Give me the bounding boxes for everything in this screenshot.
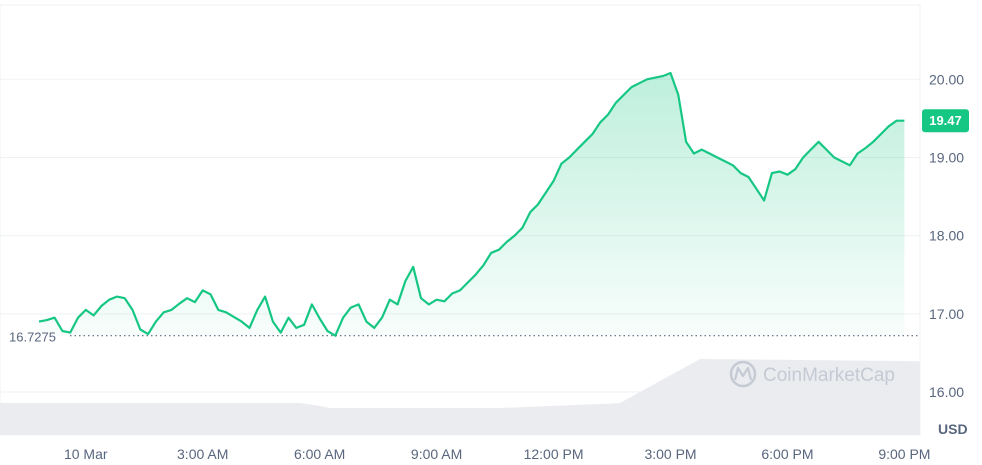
- coinmarketcap-logo-icon: [729, 360, 757, 388]
- x-tick-label: 10 Mar: [64, 446, 108, 462]
- volume-band: [0, 359, 920, 435]
- reference-price-text: 16.7275: [9, 330, 56, 345]
- current-price-badge: 19.47: [922, 109, 969, 133]
- y-tick-label: 16.00: [929, 384, 964, 400]
- reference-price-label: 16.7275: [9, 330, 56, 345]
- y-axis-unit: USD: [938, 421, 968, 437]
- price-area-fill: [39, 73, 905, 336]
- current-price-text: 19.47: [929, 113, 962, 128]
- x-tick-label: 9:00 PM: [878, 446, 930, 462]
- price-series-line: [38, 71, 905, 337]
- x-tick-label: 9:00 AM: [411, 446, 462, 462]
- coinmarketcap-watermark: CoinMarketCap: [729, 360, 895, 388]
- x-tick-label: 3:00 AM: [177, 446, 228, 462]
- y-tick-label: 18.00: [929, 228, 964, 244]
- x-tick-label: 12:00 PM: [524, 446, 584, 462]
- watermark-text: CoinMarketCap: [763, 365, 895, 386]
- x-tick-label: 6:00 AM: [294, 446, 345, 462]
- coinmarketcap-logo-mark: [733, 366, 753, 381]
- current-price-badge-bg: [922, 109, 969, 133]
- x-tick-label: 6:00 PM: [761, 446, 813, 462]
- y-tick-label: 20.00: [929, 71, 964, 87]
- x-tick-label: 3:00 PM: [644, 446, 696, 462]
- x-axis: 10 Mar 3:00 AM 6:00 AM 9:00 AM 12:00 PM 3:00 …: [64, 446, 931, 462]
- y-tick-label: 17.00: [929, 306, 964, 322]
- y-tick-label: 19.00: [929, 149, 964, 165]
- volume-area: [0, 359, 920, 435]
- y-axis: 16.00 17.00 18.00 19.00 20.00: [929, 71, 964, 400]
- price-area: [39, 73, 905, 336]
- price-line: [38, 71, 905, 337]
